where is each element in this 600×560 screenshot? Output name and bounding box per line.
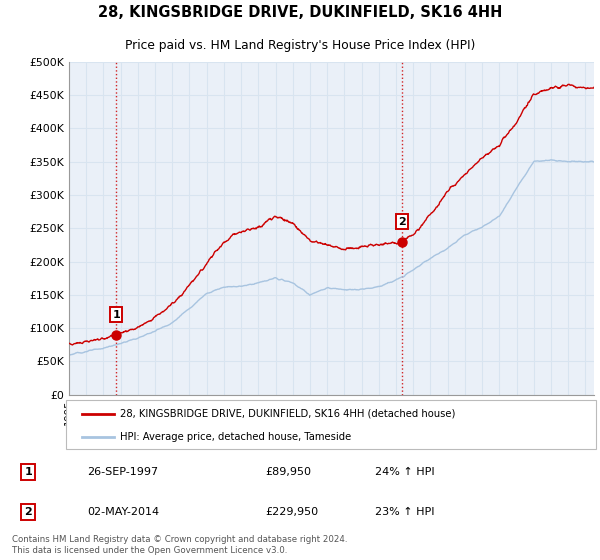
Text: 23% ↑ HPI: 23% ↑ HPI	[375, 507, 434, 517]
Text: 26-SEP-1997: 26-SEP-1997	[87, 467, 158, 477]
Text: Contains HM Land Registry data © Crown copyright and database right 2024.
This d: Contains HM Land Registry data © Crown c…	[12, 535, 347, 555]
Text: HPI: Average price, detached house, Tameside: HPI: Average price, detached house, Tame…	[121, 432, 352, 442]
Text: £89,950: £89,950	[265, 467, 311, 477]
Text: 28, KINGSBRIDGE DRIVE, DUKINFIELD, SK16 4HH (detached house): 28, KINGSBRIDGE DRIVE, DUKINFIELD, SK16 …	[121, 409, 456, 419]
Text: 02-MAY-2014: 02-MAY-2014	[87, 507, 159, 517]
Text: Price paid vs. HM Land Registry's House Price Index (HPI): Price paid vs. HM Land Registry's House …	[125, 39, 475, 53]
Text: 24% ↑ HPI: 24% ↑ HPI	[375, 467, 434, 477]
Text: 28, KINGSBRIDGE DRIVE, DUKINFIELD, SK16 4HH: 28, KINGSBRIDGE DRIVE, DUKINFIELD, SK16 …	[98, 6, 502, 20]
Text: £229,950: £229,950	[265, 507, 319, 517]
FancyBboxPatch shape	[67, 400, 596, 449]
Text: 1: 1	[112, 310, 120, 320]
Text: 1: 1	[24, 467, 32, 477]
Text: 2: 2	[24, 507, 32, 517]
Text: 2: 2	[398, 217, 406, 227]
